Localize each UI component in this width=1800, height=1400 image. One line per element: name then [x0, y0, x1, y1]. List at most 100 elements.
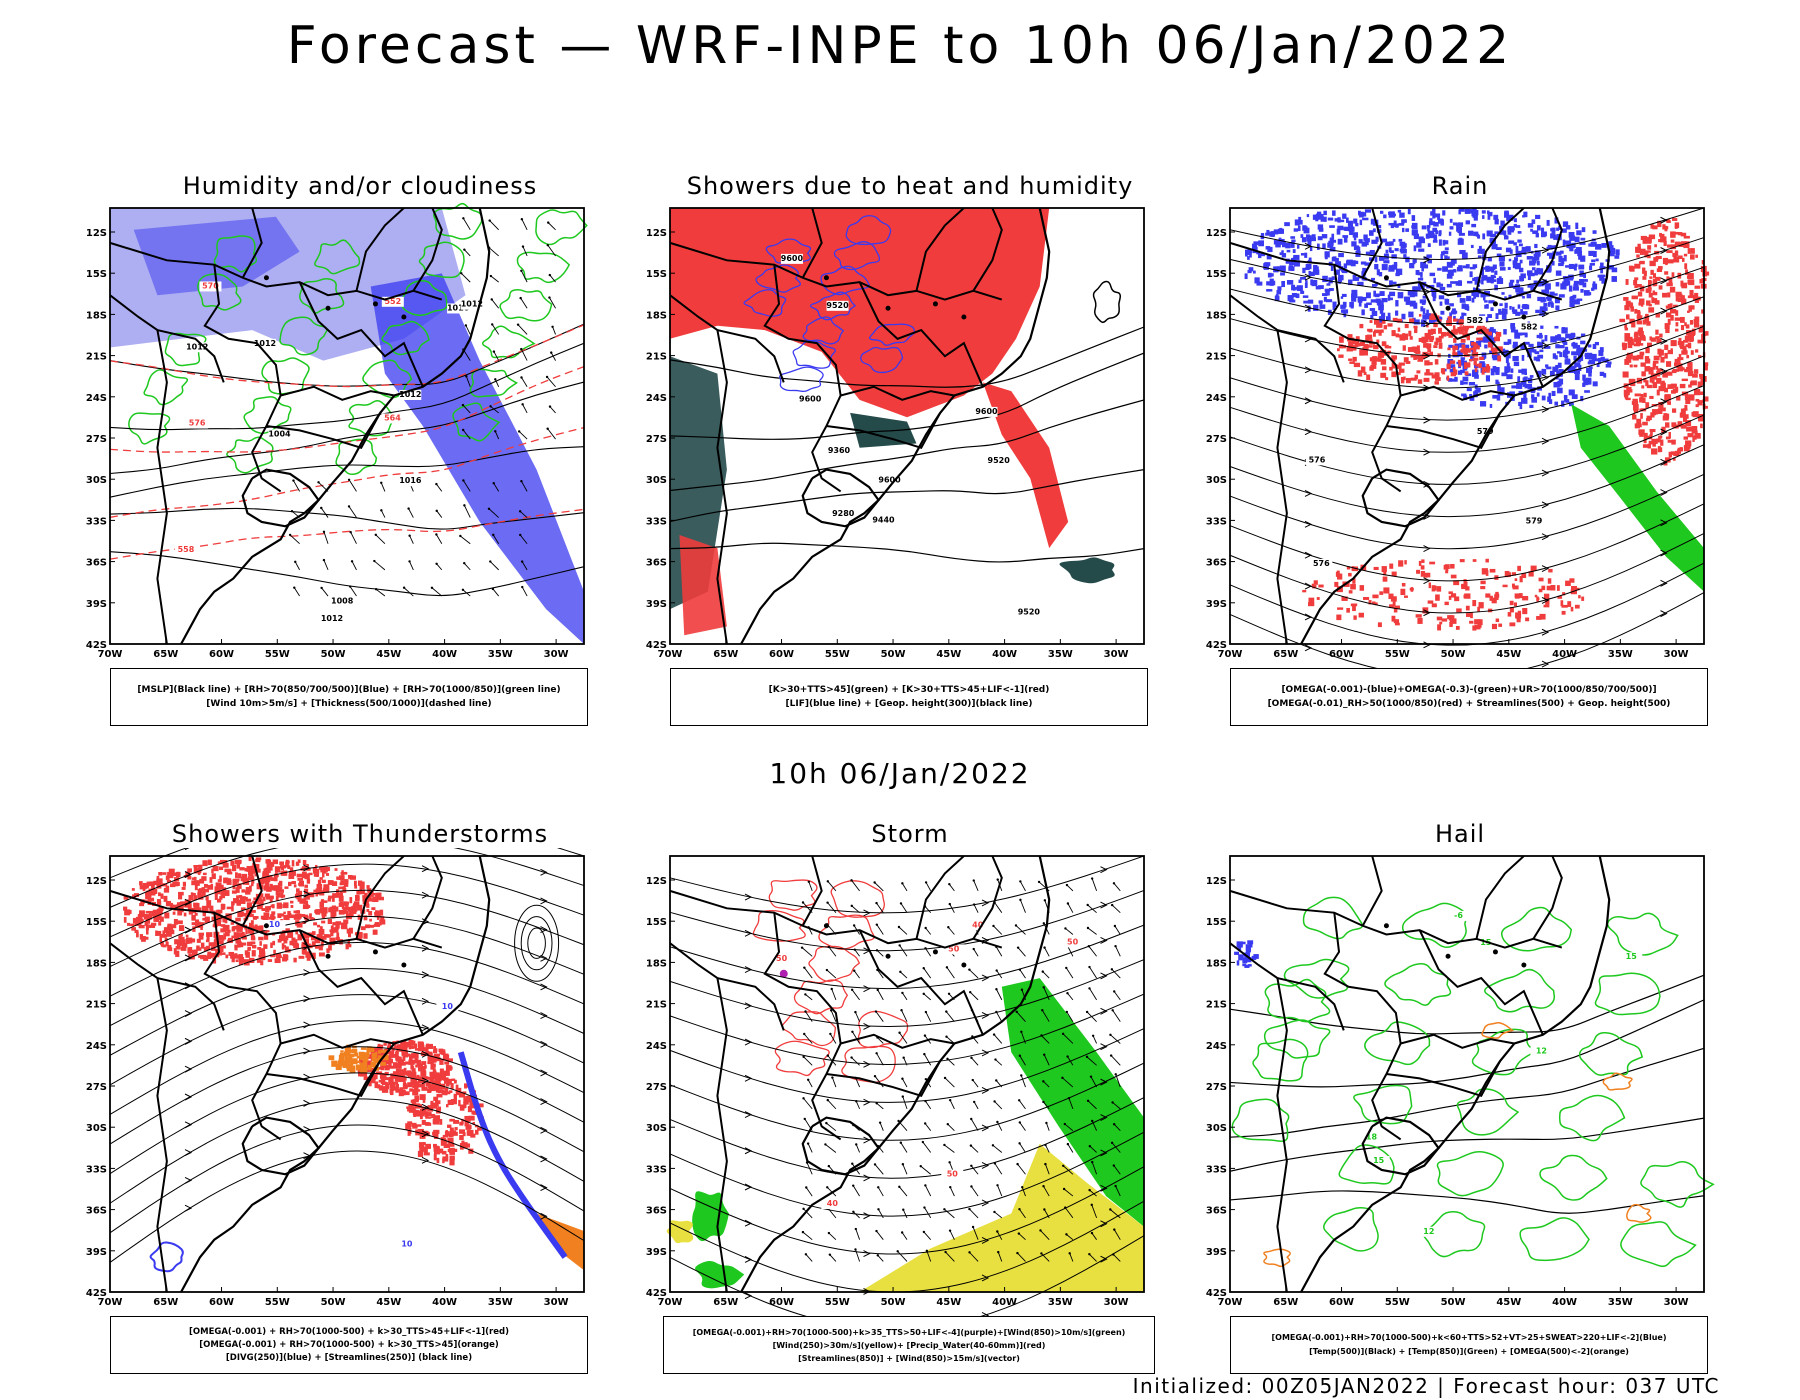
rh-omega-pixel — [1453, 318, 1458, 322]
contour-line — [1229, 1190, 1705, 1214]
rh-low-contour — [261, 357, 310, 395]
rh-omega-pixel — [1346, 608, 1350, 613]
storm-red-pixel — [340, 922, 346, 929]
omega-rain-pixel — [1541, 368, 1547, 375]
wind-vector — [1041, 1035, 1050, 1044]
storm-red-pixel — [144, 936, 149, 940]
wind-vector — [851, 989, 860, 1001]
omega-rain-pixel — [1562, 239, 1566, 246]
contour-label-bg — [460, 299, 483, 310]
omega-rain-pixel — [1446, 261, 1453, 268]
map-frame-group: 70W 65W 60W 55W 50W 45W 40W 35W 30W12S15S18S21S2… — [1206, 207, 1705, 660]
rh-omega-pixel — [1684, 404, 1688, 411]
omega-rain-pixel — [1332, 301, 1337, 308]
storm-red-pixel — [150, 925, 155, 928]
wind-vector — [1111, 969, 1121, 979]
omega-rain-pixel — [1542, 279, 1547, 286]
contour-line — [109, 507, 585, 530]
omega-rain-pixel — [1425, 313, 1432, 320]
storm-red-pixel — [448, 1065, 452, 1070]
country-border — [156, 977, 168, 1293]
omega-rain-pixel — [1291, 284, 1296, 291]
storm-red-pixel — [263, 868, 266, 872]
storm-red-pixel — [359, 883, 365, 890]
storm-orange-pixel — [346, 1064, 351, 1069]
storm-red-pixel — [228, 951, 235, 956]
rh-omega-pixel — [1302, 589, 1307, 593]
country-border — [156, 329, 168, 645]
rh-omega-pixel — [1455, 625, 1460, 630]
streamline-arrow — [540, 1098, 548, 1106]
storm-red-pixel — [198, 932, 205, 936]
storm-red-pixel — [289, 940, 295, 946]
rh-omega-pixel — [1664, 352, 1668, 359]
omega-rain-pixel — [1561, 327, 1568, 334]
omega-rain-pixel — [1578, 264, 1585, 270]
streamline-arrow — [184, 1010, 193, 1018]
rh-omega-pixel — [1313, 580, 1318, 585]
lat-tick-label: 42S — [1206, 640, 1227, 651]
rh-omega-pixel — [1624, 333, 1631, 338]
omega-rain-pixel — [1411, 229, 1418, 236]
omega-rain-pixel — [1388, 247, 1392, 253]
omega-rain-pixel — [1473, 391, 1479, 396]
country-border — [355, 855, 405, 940]
wind-vector-head — [293, 586, 296, 589]
wind-vector-head — [380, 481, 383, 484]
contour-label-bg — [1518, 322, 1541, 333]
rh-omega-pixel — [1398, 335, 1405, 338]
storm-red-pixel — [176, 871, 180, 876]
storm-red-pixel — [418, 1083, 425, 1088]
lat-tick-label: 21S — [86, 1000, 107, 1011]
rh-omega-pixel — [1684, 263, 1688, 270]
omega-rain-pixel — [1281, 253, 1287, 258]
storm-red-pixel — [263, 933, 269, 940]
storm-red-pixel — [388, 1060, 392, 1067]
storm-red-pixel — [458, 1099, 461, 1107]
rh-omega-pixel — [1645, 236, 1652, 243]
rh-omega-pixel — [1362, 349, 1368, 356]
rh-omega-pixel — [1649, 260, 1656, 267]
omega-rain-pixel — [1504, 211, 1510, 218]
wind-vector-head — [520, 560, 524, 563]
wind-vector-head — [922, 966, 925, 970]
lat-tick-label: 27S — [646, 1082, 667, 1093]
storm-red-pixel — [299, 914, 306, 918]
wind-vector — [830, 1010, 837, 1022]
omega-rain-pixel — [1547, 294, 1552, 302]
wind-vector-head — [547, 221, 550, 224]
rh-low-contour — [535, 209, 588, 246]
wind-vector — [826, 969, 837, 979]
wind-vector-head — [805, 1186, 808, 1189]
rh-omega-pixel — [1647, 245, 1652, 250]
wind-vector-head — [898, 1031, 901, 1034]
wind-vector-head — [826, 880, 830, 883]
storm-red-pixel — [339, 901, 344, 907]
omega-rain-pixel — [1563, 352, 1568, 357]
streamline — [109, 848, 585, 879]
omega-rain-pixel — [1521, 397, 1528, 404]
temp850-contour — [1606, 912, 1679, 956]
wind-vector-head — [1110, 968, 1114, 971]
storm-red-pixel — [149, 911, 152, 916]
contour-label: -6 — [1454, 911, 1463, 920]
storm-red-pixel — [211, 873, 216, 880]
storm-red-pixel — [241, 889, 246, 893]
storm-red-pixel — [416, 1089, 421, 1092]
contour-label-bg — [1463, 315, 1486, 326]
storm-red-pixel — [463, 1091, 467, 1095]
rh-omega-pixel — [1450, 563, 1455, 569]
storm-red-pixel — [250, 883, 254, 887]
omega-rain-pixel — [1306, 214, 1310, 218]
storm-red-pixel — [146, 881, 150, 888]
storm-red-pixel — [442, 1134, 449, 1138]
rh-omega-pixel — [1678, 337, 1682, 343]
rh-omega-pixel — [1679, 383, 1686, 389]
streamline-arrow — [1660, 458, 1668, 466]
rh-omega-pixel — [1687, 342, 1692, 349]
rh-omega-pixel — [1366, 334, 1373, 340]
rh-omega-pixel — [1473, 345, 1480, 350]
rh-omega-pixel — [1373, 356, 1378, 362]
wind-vector-head — [803, 1117, 806, 1121]
storm-red-pixel — [436, 1100, 439, 1107]
